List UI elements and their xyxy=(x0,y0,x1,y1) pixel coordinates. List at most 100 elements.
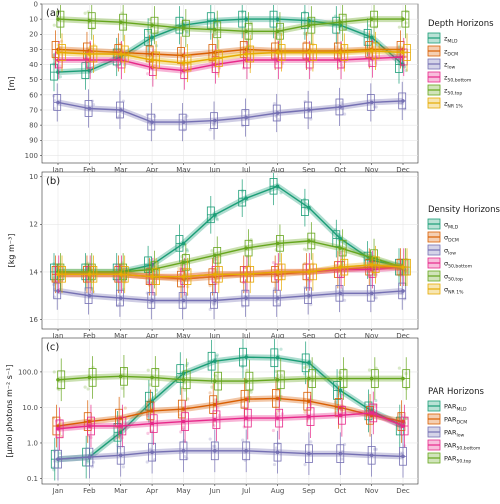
legend-item: zDCM xyxy=(427,45,458,57)
series-point xyxy=(338,105,343,109)
series-point xyxy=(369,411,374,415)
series-point xyxy=(87,18,92,23)
data-point xyxy=(185,114,189,118)
series-point xyxy=(56,427,60,431)
legend-label: PARMLD xyxy=(444,402,467,412)
series-point xyxy=(307,205,311,210)
series-point xyxy=(275,377,280,382)
series-point xyxy=(181,377,186,382)
data-point xyxy=(217,413,221,417)
series-point xyxy=(275,396,280,401)
y-tick-label: 0.1 xyxy=(27,475,38,483)
x-tick-label: Jul xyxy=(241,332,251,340)
series-point xyxy=(150,267,154,272)
panel-tag: (b) xyxy=(46,176,60,187)
data-point xyxy=(274,412,278,416)
data-point xyxy=(334,45,338,49)
data-point xyxy=(115,416,119,420)
data-point xyxy=(276,32,280,37)
series-point xyxy=(181,68,186,73)
series-point xyxy=(56,50,60,55)
data-point xyxy=(303,410,307,414)
series-point xyxy=(213,27,217,32)
data-point xyxy=(177,266,181,271)
x-tick-label: Jun xyxy=(208,487,220,495)
legend-label: σ50,bottom xyxy=(444,259,473,269)
x-tick-label: Aug xyxy=(271,332,285,340)
data-point xyxy=(52,56,56,61)
legend-label: PAR50,top xyxy=(444,454,471,464)
data-point xyxy=(274,273,278,277)
series-point xyxy=(181,120,186,124)
data-point xyxy=(374,105,378,109)
series-point xyxy=(275,355,280,360)
data-point xyxy=(146,414,150,418)
x-tick-label: Nov xyxy=(365,487,379,495)
data-point xyxy=(373,296,377,300)
series-low xyxy=(52,429,407,481)
x-tick-label: May xyxy=(176,487,190,495)
series-point xyxy=(401,376,405,381)
series-point xyxy=(369,262,374,267)
series-point xyxy=(244,397,248,402)
data-point xyxy=(339,407,343,411)
data-point xyxy=(148,383,152,387)
data-point xyxy=(185,31,190,35)
series-point xyxy=(338,388,343,393)
data-point xyxy=(271,428,276,433)
data-point xyxy=(367,269,371,273)
series-point xyxy=(244,272,248,277)
series-point xyxy=(244,29,248,34)
y-axis-label: [µmol photons m⁻² s⁻¹] xyxy=(5,364,14,457)
series-line xyxy=(57,356,404,460)
data-point xyxy=(146,29,150,33)
legend-label: σDCM xyxy=(444,233,459,243)
y-tick-label: 20 xyxy=(29,31,38,39)
series-point xyxy=(275,296,280,300)
series-point xyxy=(56,424,60,428)
series-point xyxy=(150,409,154,413)
data-point xyxy=(366,407,370,412)
data-point xyxy=(272,101,277,106)
series-line xyxy=(57,50,404,64)
series-point xyxy=(275,17,280,21)
panel-tag: (a) xyxy=(46,8,60,19)
data-point xyxy=(83,11,87,15)
data-point xyxy=(309,440,313,444)
data-point xyxy=(148,447,153,451)
series-point xyxy=(56,289,60,293)
x-tick-label: May xyxy=(176,332,190,340)
data-point xyxy=(178,413,182,417)
data-point xyxy=(208,437,212,441)
data-point xyxy=(52,276,56,280)
series-point xyxy=(150,23,154,28)
x-tick-label: Jan xyxy=(52,332,64,340)
data-point xyxy=(279,191,283,195)
data-point xyxy=(185,292,189,297)
series-point xyxy=(244,355,248,359)
data-point xyxy=(177,53,181,57)
series-point xyxy=(338,58,343,62)
data-point xyxy=(59,64,63,68)
data-point xyxy=(277,409,281,413)
data-point xyxy=(404,21,408,25)
series-point xyxy=(244,52,248,56)
data-point xyxy=(210,23,214,27)
panel-tag: (c) xyxy=(46,342,59,353)
series-point xyxy=(275,58,280,62)
series-point xyxy=(87,375,92,380)
series-mld xyxy=(50,339,408,481)
data-point xyxy=(397,268,401,272)
series-line xyxy=(57,375,403,382)
series-point xyxy=(118,453,123,458)
series-point xyxy=(401,55,405,59)
series-point xyxy=(401,454,405,459)
data-point xyxy=(340,450,345,454)
data-point xyxy=(55,64,59,68)
x-tick-label: Mar xyxy=(114,332,127,340)
data-point xyxy=(305,278,309,282)
legend-item: σlow xyxy=(427,244,456,256)
series-point xyxy=(307,451,311,456)
legend-item: zMLD xyxy=(427,32,458,44)
data-point xyxy=(150,429,154,433)
